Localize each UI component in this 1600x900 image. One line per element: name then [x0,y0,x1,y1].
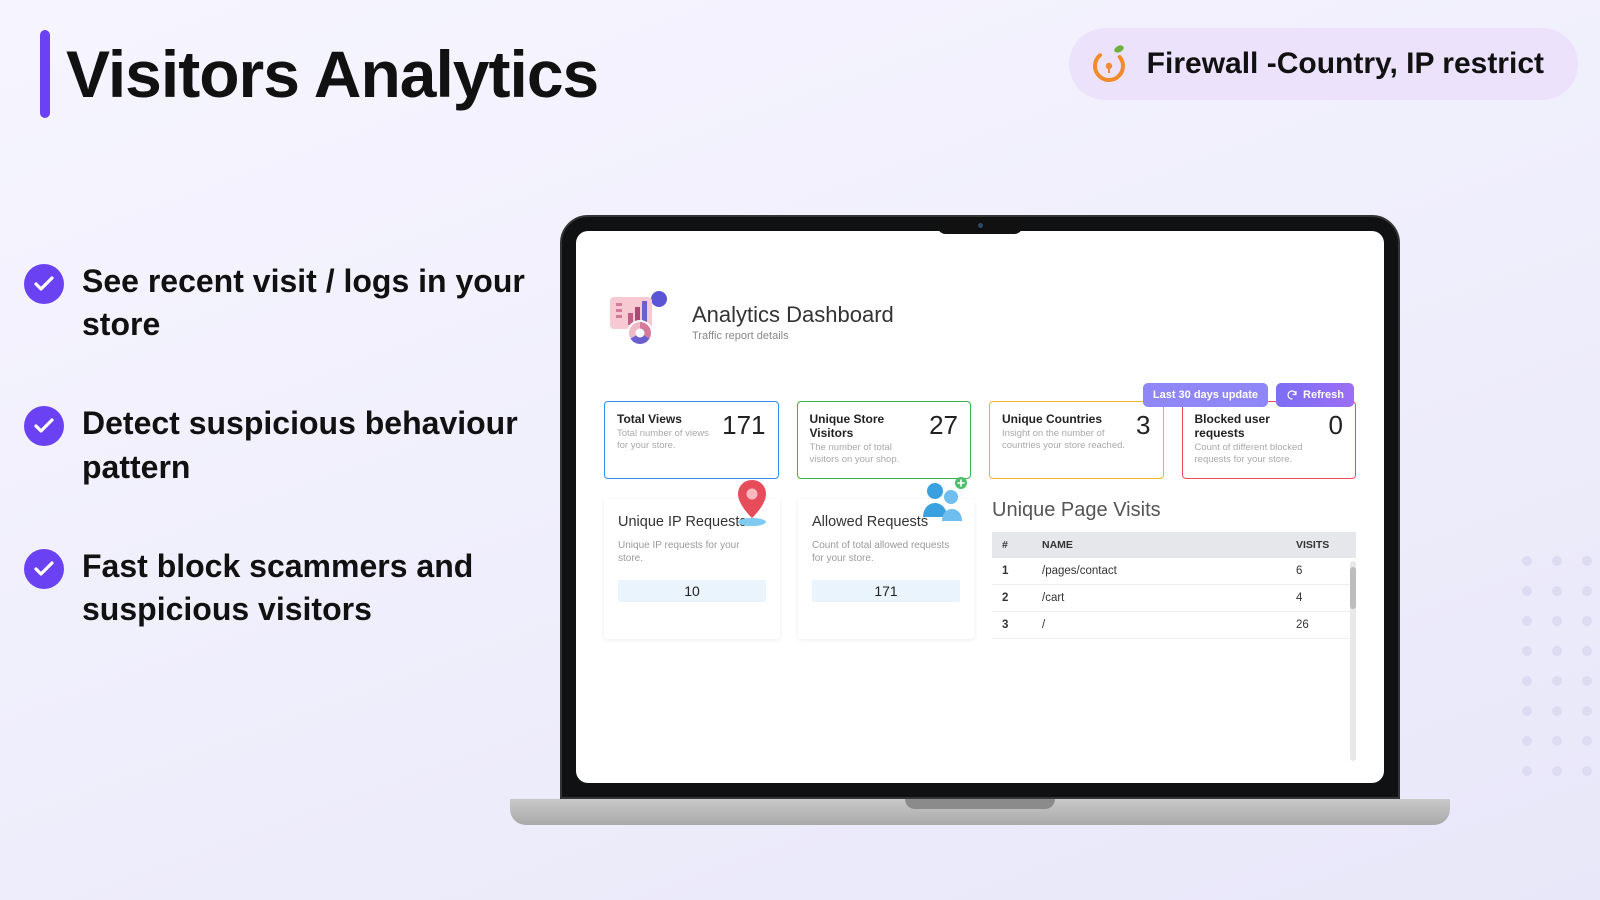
feature-text: Fast block scammers and suspicious visit… [82,545,564,631]
feature-text: Detect suspicious behaviour pattern [82,402,564,488]
stat-blocked-requests: Blocked user requestsCount of different … [1182,401,1357,479]
laptop-mockup: Analytics Dashboard Traffic report detai… [560,215,1400,825]
people-icon [918,477,968,530]
analytics-icon [604,287,674,357]
laptop-base [510,799,1450,825]
decorative-dots [1522,556,1596,780]
stat-value: 171 [722,412,765,438]
table-title: Unique Page Visits [992,499,1356,522]
page-title-wrap: Visitors Analytics [40,30,598,118]
feature-item: Fast block scammers and suspicious visit… [24,545,564,631]
firewall-badge: Firewall -Country, IP restrict [1069,28,1578,100]
stat-title: Unique Store Visitors [810,412,924,440]
pin-icon [730,477,774,532]
laptop-frame: Analytics Dashboard Traffic report detai… [560,215,1400,799]
dashboard-screen: Analytics Dashboard Traffic report detai… [576,231,1384,783]
stat-desc: The number of total visitors on your sho… [810,442,924,466]
stat-desc: Insight on the number of countries your … [1002,428,1130,452]
page-title: Visitors Analytics [66,36,598,112]
table-row: 2 /cart 4 [992,584,1356,611]
check-icon [24,549,64,589]
feature-list: See recent visit / logs in your store De… [24,260,564,687]
dashboard-title: Analytics Dashboard [692,302,894,328]
shield-icon [1089,44,1129,84]
table-row: 1 /pages/contact 6 [992,558,1356,585]
card-value: 10 [618,580,766,602]
card-value: 171 [812,580,960,602]
col-index: # [992,532,1032,558]
card-allowed-requests: Allowed Requests Count of total allowed … [798,499,974,639]
dashboard-subtitle: Traffic report details [692,330,894,342]
stat-desc: Count of different blocked requests for … [1195,442,1323,466]
stat-row: Total Views Total number of views for you… [604,401,1356,479]
check-icon [24,264,64,304]
feature-item: Detect suspicious behaviour pattern [24,402,564,488]
check-icon [24,406,64,446]
camera-icon [978,223,983,228]
stat-title: Blocked user requests [1195,412,1323,440]
refresh-button[interactable]: Refresh [1276,383,1354,407]
last-update-button[interactable]: Last 30 days update [1143,383,1268,407]
stat-value: 27 [929,412,958,438]
table-row: 3 / 26 [992,611,1356,638]
scrollbar[interactable] [1350,561,1356,761]
stat-value: 0 [1329,412,1343,438]
dashboard-actions: Last 30 days update Refresh [1143,383,1354,407]
stat-unique-countries: Unique Countries Insight on the number of… [989,401,1164,479]
card-unique-ip: Unique IP Requests Unique IP requests fo… [604,499,780,639]
cards-and-table-row: Unique IP Requests Unique IP requests fo… [604,499,1356,639]
stat-title: Unique Countries [1002,412,1130,426]
col-visits: VISITS [1286,532,1356,558]
col-name: NAME [1032,532,1286,558]
title-accent-bar [40,30,50,118]
stat-value: 3 [1136,412,1150,438]
dashboard-header: Analytics Dashboard Traffic report detai… [604,287,1356,357]
firewall-badge-text: Firewall -Country, IP restrict [1147,47,1544,81]
stat-desc: Total number of views for your store. [617,428,716,452]
feature-text: See recent visit / logs in your store [82,260,564,346]
stat-title: Total Views [617,412,716,426]
stat-unique-visitors: Unique Store VisitorsThe number of total… [797,401,972,479]
card-desc: Unique IP requests for your store. [618,539,766,566]
feature-item: See recent visit / logs in your store [24,260,564,346]
card-desc: Count of total allowed requests for your… [812,539,960,566]
stat-total-views: Total Views Total number of views for you… [604,401,779,479]
laptop-notch [938,217,1023,234]
refresh-icon [1286,389,1298,401]
page-visits-table: # NAME VISITS 1 /pages/contact 6 2 [992,532,1356,639]
unique-page-visits-panel: Unique Page Visits # NAME VISITS 1 /page… [992,499,1356,639]
refresh-label: Refresh [1303,389,1344,401]
